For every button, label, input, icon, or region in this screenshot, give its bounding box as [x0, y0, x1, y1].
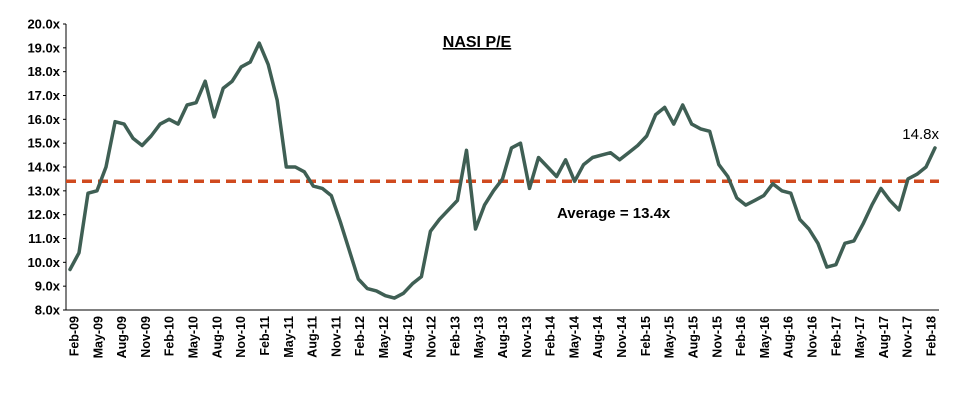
- average-annotation: Average = 13.4x: [557, 205, 671, 222]
- y-tick-label: 16.0x: [27, 112, 60, 127]
- x-tick-label: May-12: [377, 316, 391, 358]
- x-tick-label: Nov-15: [710, 316, 724, 358]
- x-tick-label: Nov-14: [615, 316, 629, 358]
- x-tick-label: Feb-09: [68, 316, 82, 356]
- x-tick-label: May-15: [663, 316, 677, 358]
- x-tick-label: May-10: [187, 316, 201, 358]
- series-line-nasi-pe: [68, 41, 937, 300]
- x-tick-label: Nov-17: [901, 316, 915, 358]
- x-tick-label: Nov-10: [234, 316, 248, 358]
- x-tick-label: Aug-14: [591, 316, 605, 358]
- x-tick-label: May-09: [91, 316, 105, 358]
- y-tick-label: 15.0x: [27, 136, 60, 151]
- y-tick-label: 10.0x: [27, 255, 60, 270]
- x-tick-label: May-11: [282, 316, 296, 358]
- y-tick-label: 19.0x: [27, 40, 60, 55]
- end-value-label: 14.8x: [902, 126, 939, 143]
- y-tick-label: 17.0x: [27, 88, 60, 103]
- y-tick-label: 20.0x: [27, 17, 60, 32]
- y-tick-label: 12.0x: [27, 207, 60, 222]
- x-tick-label: Aug-12: [401, 316, 415, 358]
- x-tick-label: Aug-11: [306, 316, 320, 358]
- x-tick-label: Feb-15: [639, 316, 653, 356]
- x-tick-label: Feb-18: [925, 316, 939, 356]
- x-tick-label: Feb-13: [448, 316, 462, 356]
- x-tick-label: Aug-13: [496, 316, 510, 358]
- y-tick-label: 18.0x: [27, 64, 60, 79]
- x-tick-label: Feb-10: [163, 316, 177, 356]
- x-tick-label: Nov-11: [329, 316, 343, 357]
- x-tick-label: May-13: [472, 316, 486, 358]
- x-tick-label: May-17: [853, 316, 867, 358]
- x-tick-label: Feb-16: [734, 316, 748, 356]
- y-axis: 8.0x 9.0x 10.0x 11.0x 12.0x 13.0x 14.0x 15.0x 16…: [27, 17, 67, 318]
- x-tick-label: Feb-14: [544, 316, 558, 356]
- y-tick-label: 11.0x: [28, 231, 61, 246]
- x-tick-label: May-16: [758, 316, 772, 358]
- x-tick-label: Nov-13: [520, 316, 534, 358]
- y-tick-label: 8.0x: [35, 303, 61, 318]
- x-tick-label: Nov-12: [425, 316, 439, 358]
- y-tick-label: 9.0x: [35, 279, 61, 294]
- x-axis: Feb-09 May-09 Aug-09 Nov-09 Feb-10 May-10 Aug-…: [66, 309, 939, 358]
- x-tick-label: Feb-17: [829, 316, 843, 356]
- x-tick-label: Aug-10: [210, 316, 224, 358]
- x-tick-label: Aug-16: [782, 316, 796, 358]
- y-tick-label: 13.0x: [27, 183, 60, 198]
- x-tick-label: Aug-09: [115, 316, 129, 358]
- x-tick-label: Nov-09: [139, 316, 153, 358]
- x-tick-label: Aug-15: [686, 316, 700, 358]
- chart-title: NASI P/E: [443, 34, 512, 51]
- x-tick-label: Feb-11: [258, 316, 272, 356]
- x-tick-label: Feb-12: [353, 316, 367, 356]
- x-tick-label: Aug-17: [877, 316, 891, 358]
- y-tick-label: 14.0x: [27, 160, 60, 175]
- x-tick-label: Nov-16: [805, 316, 819, 358]
- x-tick-label: May-14: [567, 316, 581, 358]
